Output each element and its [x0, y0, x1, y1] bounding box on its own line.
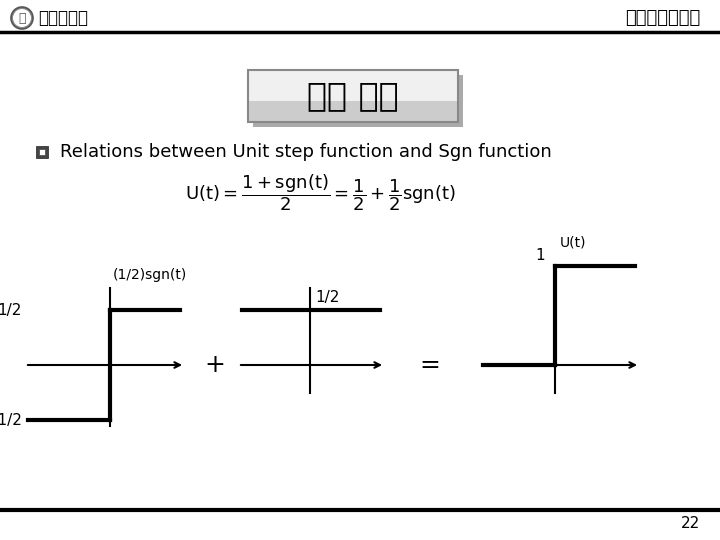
- Text: 22: 22: [680, 516, 700, 531]
- Bar: [253, 75, 463, 127]
- Circle shape: [13, 9, 31, 27]
- Circle shape: [11, 7, 33, 29]
- Text: 전자통신연구실: 전자통신연구실: [625, 9, 700, 27]
- Text: 충북대학교: 충북대학교: [38, 9, 88, 27]
- Text: =: =: [420, 353, 441, 377]
- Text: U(t): U(t): [560, 235, 587, 249]
- Text: (1/2)sgn(t): (1/2)sgn(t): [113, 268, 187, 282]
- Text: +: +: [204, 353, 225, 377]
- Text: 1: 1: [536, 248, 545, 263]
- Text: 1/2: 1/2: [315, 290, 339, 305]
- Text: $\mathrm{U(t)} = \dfrac{1+\mathrm{sgn(t)}}{2} = \dfrac{1}{2} + \dfrac{1}{2}\math: $\mathrm{U(t)} = \dfrac{1+\mathrm{sgn(t)…: [184, 173, 456, 213]
- Text: -1/2: -1/2: [0, 413, 22, 428]
- Bar: [36, 146, 48, 158]
- Bar: [39, 149, 45, 155]
- Bar: [248, 101, 458, 122]
- Text: Ⓡ: Ⓡ: [18, 11, 26, 24]
- Text: 특이 함수: 특이 함수: [307, 79, 399, 112]
- Text: Relations between Unit step function and Sgn function: Relations between Unit step function and…: [60, 143, 552, 161]
- Bar: [248, 70, 458, 101]
- Bar: [248, 70, 458, 122]
- Text: 1/2: 1/2: [0, 302, 22, 318]
